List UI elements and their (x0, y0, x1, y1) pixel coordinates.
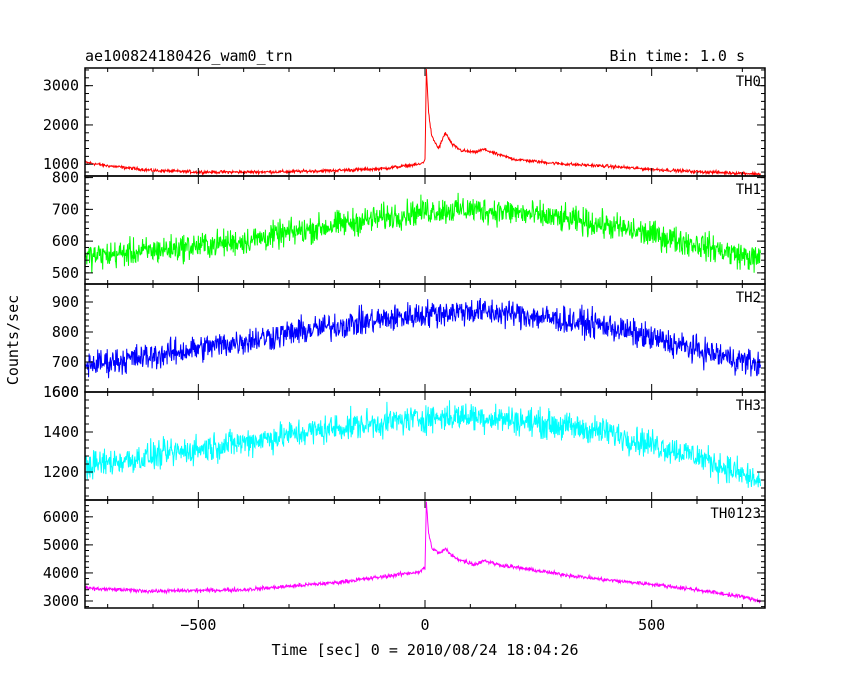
series-line-th0123 (85, 501, 761, 604)
y-tick-label: 3000 (43, 592, 79, 610)
y-tick-label: 2000 (43, 116, 79, 134)
panel-label: TH2 (736, 290, 761, 306)
panels-group: 1000 2000 3000 TH0 500 600 700 800 TH1 600 700 800 9… (43, 67, 766, 610)
y-tick-label: 900 (52, 293, 79, 311)
observation-id-title: ae100824180426_wam0_trn (85, 47, 293, 65)
y-tick-label: 600 (52, 383, 79, 401)
panel-label: TH0 (736, 74, 761, 90)
panel-label: TH1 (736, 182, 761, 198)
y-tick-label: 500 (52, 264, 79, 282)
series-line-th0 (85, 68, 761, 176)
y-tick-label: 600 (52, 232, 79, 250)
y-tick-label: 4000 (43, 564, 79, 582)
y-tick-label: 1000 (43, 155, 79, 173)
x-tick-label: −500 (180, 616, 216, 634)
bin-time-label: Bin time: 1.0 s (610, 47, 745, 65)
y-tick-label: 3000 (43, 77, 79, 95)
panel-th2: 600 700 800 900 TH2 (52, 283, 766, 401)
y-tick-label: 800 (52, 169, 79, 187)
y-tick-label: 5000 (43, 536, 79, 554)
y-tick-label: 6000 (43, 508, 79, 526)
panel-th1: 500 600 700 800 TH1 (52, 169, 766, 285)
series-line-th1 (85, 192, 761, 274)
y-tick-label: 700 (52, 200, 79, 218)
panel-label: TH0123 (710, 506, 761, 522)
y-tick-label: 1200 (43, 463, 79, 481)
panel-th3: 1200 1400 1600 TH3 (43, 383, 766, 501)
y-tick-label: 1400 (43, 423, 79, 441)
panel-th0: 1000 2000 3000 TH0 (43, 67, 766, 177)
panel-label: TH3 (736, 398, 761, 414)
y-tick-label: 700 (52, 353, 79, 371)
x-tick-label: 500 (638, 616, 665, 634)
series-line-th3 (85, 400, 761, 488)
y-tick-label: 1600 (43, 383, 79, 401)
y-axis-label: Counts/sec (4, 295, 22, 385)
y-tick-label: 800 (52, 323, 79, 341)
x-axis-label: Time [sec] 0 = 2010/08/24 18:04:26 (271, 641, 578, 659)
series-line-th2 (85, 297, 761, 379)
panel-th0123: 3000 4000 5000 6000 TH0123 (43, 499, 766, 610)
x-axis: −500 0 500 (180, 616, 665, 634)
x-tick-label: 0 (420, 616, 429, 634)
